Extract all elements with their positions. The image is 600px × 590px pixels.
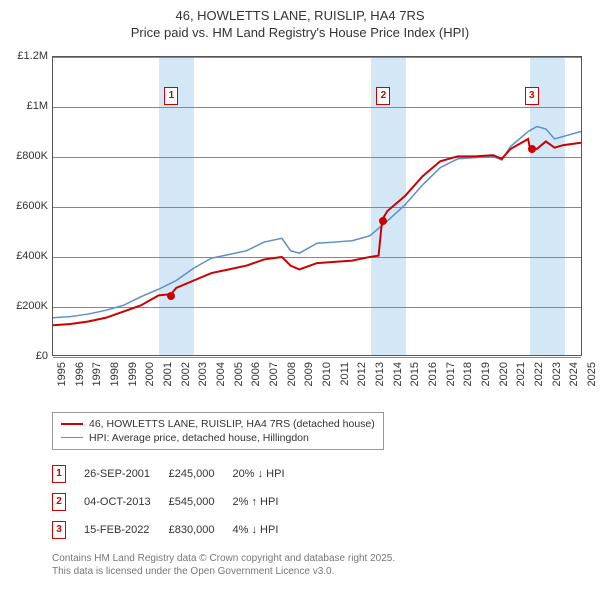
sale-delta: 4% ↓ HPI [233,516,303,544]
gridline [53,357,581,358]
plot-area: 1 2 3 [52,56,582,356]
y-axis-label: £800K [8,150,48,162]
table-row: 3 15-FEB-2022£830,0004% ↓ HPI [52,516,303,544]
x-axis-label: 2024 [568,362,580,386]
legend-swatch [61,423,83,425]
sale-marker-cell: 1 [52,465,66,483]
x-axis-label: 2006 [250,362,262,386]
legend-item: 46, HOWLETTS LANE, RUISLIP, HA4 7RS (det… [61,417,375,431]
x-axis-label: 2016 [427,362,439,386]
y-axis-label: £200K [8,300,48,312]
sale-marker-box: 2 [376,87,390,105]
sale-date: 26-SEP-2001 [84,460,169,488]
x-axis-label: 2001 [162,362,174,386]
y-axis-label: £1M [8,100,48,112]
x-axis-label: 2000 [144,362,156,386]
x-axis-label: 2020 [498,362,510,386]
x-axis-label: 2015 [409,362,421,386]
legend: 46, HOWLETTS LANE, RUISLIP, HA4 7RS (det… [52,412,592,450]
sale-datapoint [167,292,175,300]
legend-box: 46, HOWLETTS LANE, RUISLIP, HA4 7RS (det… [52,412,384,450]
sale-marker-box: 1 [164,87,178,105]
x-axis-label: 2010 [321,362,333,386]
table-row: 1 26-SEP-2001£245,00020% ↓ HPI [52,460,303,488]
y-axis-label: £1.2M [8,50,48,62]
x-axis-label: 2002 [180,362,192,386]
sale-marker-box: 3 [525,87,539,105]
legend-label: 46, HOWLETTS LANE, RUISLIP, HA4 7RS (det… [89,418,375,430]
sale-datapoint [528,145,536,153]
x-axis-label: 1998 [109,362,121,386]
chart-container: 1 2 3 £0 £200K £400K £600K £800K £1M £1.2M 1995 1… [8,48,592,408]
x-axis-label: 2009 [303,362,315,386]
y-axis-label: £0 [8,350,48,362]
sale-date: 15-FEB-2022 [84,516,169,544]
x-axis-label: 1996 [74,362,86,386]
sale-delta: 20% ↓ HPI [233,460,303,488]
sale-marker-cell: 3 [52,521,66,539]
attribution-line2: This data is licensed under the Open Gov… [52,566,334,577]
x-axis-label: 2017 [445,362,457,386]
sale-marker-cell: 2 [52,493,66,511]
x-axis-label: 2004 [215,362,227,386]
y-axis-label: £600K [8,200,48,212]
x-axis-label: 2013 [374,362,386,386]
sale-delta: 2% ↑ HPI [233,488,303,516]
y-axis-label: £400K [8,250,48,262]
x-axis-label: 2022 [533,362,545,386]
series-line [53,139,581,325]
x-axis-label: 2011 [339,362,351,386]
x-axis-label: 1997 [91,362,103,386]
x-axis-label: 2025 [586,362,598,386]
x-axis-label: 2023 [551,362,563,386]
x-axis-label: 2018 [462,362,474,386]
attribution-line1: Contains HM Land Registry data © Crown c… [52,553,395,564]
x-axis-label: 2005 [233,362,245,386]
chart-title: 46, HOWLETTS LANE, RUISLIP, HA4 7RS Pric… [8,8,592,42]
x-axis-label: 2008 [286,362,298,386]
x-axis-label: 2003 [197,362,209,386]
series-line [53,126,581,317]
title-line2: Price paid vs. HM Land Registry's House … [131,25,469,40]
title-line1: 46, HOWLETTS LANE, RUISLIP, HA4 7RS [175,8,424,23]
attribution: Contains HM Land Registry data © Crown c… [52,552,592,578]
chart-lines [53,57,581,355]
x-axis-label: 2007 [268,362,280,386]
x-axis-label: 1995 [56,362,68,386]
x-axis-label: 2019 [480,362,492,386]
table-row: 2 04-OCT-2013£545,0002% ↑ HPI [52,488,303,516]
x-axis-label: 2012 [356,362,368,386]
legend-item: HPI: Average price, detached house, Hill… [61,431,375,445]
x-axis-label: 2021 [515,362,527,386]
sale-price: £545,000 [169,488,233,516]
legend-label: HPI: Average price, detached house, Hill… [89,432,309,444]
sale-datapoint [379,217,387,225]
legend-swatch [61,437,83,438]
x-axis-label: 2014 [392,362,404,386]
sale-date: 04-OCT-2013 [84,488,169,516]
x-axis-label: 1999 [127,362,139,386]
sales-table: 1 26-SEP-2001£245,00020% ↓ HPI 2 04-OCT-201… [52,460,303,544]
sale-price: £245,000 [169,460,233,488]
sale-price: £830,000 [169,516,233,544]
